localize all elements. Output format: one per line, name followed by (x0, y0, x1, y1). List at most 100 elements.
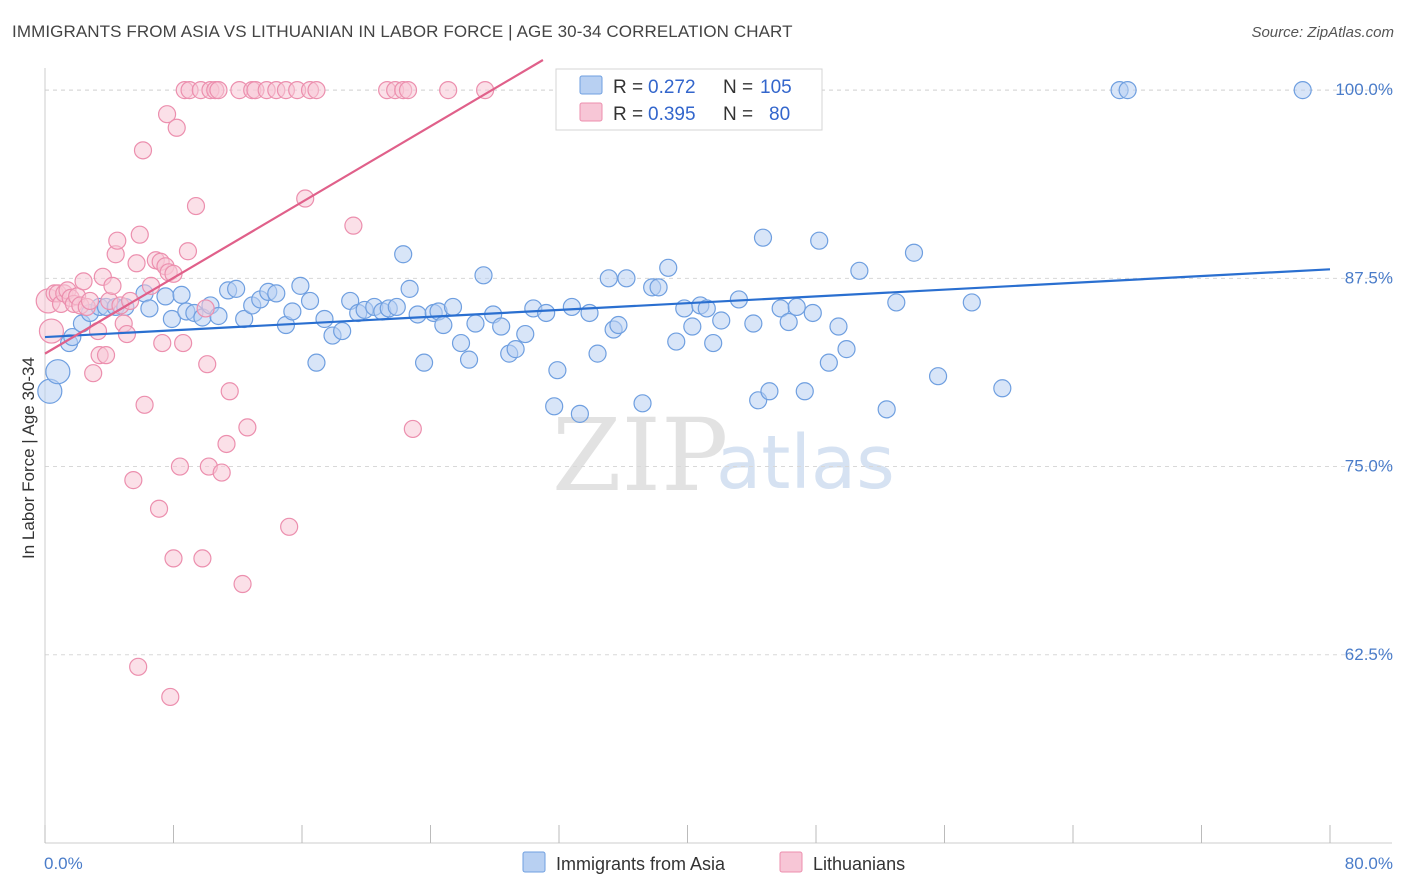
point-lithuanians (103, 276, 122, 295)
point-immigrants-from-asia (548, 361, 567, 380)
point-immigrants-from-asia (683, 317, 702, 336)
point-immigrants-from-asia (570, 404, 589, 423)
point-immigrants-from-asia (434, 315, 453, 335)
point-immigrants-from-asia (850, 261, 869, 280)
point-immigrants-from-asia (45, 359, 71, 385)
point-lithuanians (38, 318, 65, 344)
point-lithuanians (164, 549, 183, 568)
point-lithuanians (212, 463, 231, 482)
point-immigrants-from-asia (387, 297, 406, 317)
point-immigrants-from-asia (803, 303, 822, 323)
trend-line-immigrants-from-asia (44, 268, 1331, 339)
point-lithuanians (403, 419, 422, 439)
series-lithuanians (35, 81, 495, 707)
legend-n-value: 80 (769, 104, 790, 125)
point-lithuanians (127, 254, 146, 273)
point-lithuanians (220, 382, 239, 401)
point-immigrants-from-asia (617, 269, 636, 288)
point-immigrants-from-asia (667, 332, 686, 351)
point-immigrants-from-asia (394, 245, 413, 264)
bottom-legend: Immigrants from Asia Lithuanians (522, 851, 905, 874)
point-lithuanians (161, 687, 180, 707)
point-lithuanians (130, 225, 149, 244)
y-tick-labels: 62.5% 75.0% 87.5% 100.0% (1335, 80, 1393, 664)
point-immigrants-from-asia (962, 293, 981, 312)
point-lithuanians (108, 231, 127, 250)
point-lithuanians (84, 364, 103, 383)
point-lithuanians (153, 333, 172, 353)
point-immigrants-from-asia (649, 278, 668, 297)
watermark: ZIP atlas (552, 397, 895, 514)
point-immigrants-from-asia (267, 284, 286, 303)
point-immigrants-from-asia (712, 311, 731, 330)
point-lithuanians (233, 574, 252, 594)
point-immigrants-from-asia (753, 228, 773, 247)
series-immigrants-from-asia (37, 81, 1312, 423)
point-lithuanians (124, 471, 143, 490)
point-lithuanians (198, 355, 217, 374)
point-immigrants-from-asia (810, 231, 829, 250)
point-immigrants-from-asia (537, 303, 556, 323)
point-lithuanians (96, 346, 116, 365)
point-immigrants-from-asia (291, 276, 310, 295)
point-immigrants-from-asia (506, 340, 525, 359)
bottom-legend-swatch-blue (522, 851, 546, 873)
watermark-atlas: atlas (716, 420, 895, 506)
point-immigrants-from-asia (516, 324, 535, 344)
point-lithuanians (280, 517, 299, 536)
point-immigrants-from-asia (459, 350, 479, 369)
point-immigrants-from-asia (545, 397, 564, 416)
point-lithuanians (80, 291, 100, 311)
point-lithuanians (174, 333, 193, 353)
y-tick-label: 75.0% (1345, 457, 1393, 476)
point-immigrants-from-asia (451, 333, 471, 353)
point-immigrants-from-asia (787, 297, 806, 317)
grid-lines (45, 89, 1392, 656)
point-immigrants-from-asia (408, 305, 427, 324)
legend-n-value: 105 (760, 77, 792, 98)
x-tick-label: 80.0% (1345, 854, 1393, 873)
point-immigrants-from-asia (904, 243, 924, 262)
point-immigrants-from-asia (697, 299, 716, 318)
point-lithuanians (129, 657, 148, 676)
point-immigrants-from-asia (877, 400, 896, 419)
legend-r-value: 0.395 (648, 104, 696, 125)
source-credit: Source: ZipAtlas.com (1251, 24, 1394, 41)
point-immigrants-from-asia (588, 344, 607, 363)
point-lithuanians (307, 81, 326, 100)
point-immigrants-from-asia (887, 293, 906, 312)
point-lithuanians (439, 81, 458, 100)
point-immigrants-from-asia (744, 314, 763, 333)
legend-n-label: N = (723, 77, 753, 98)
legend-n-label: N = (723, 104, 753, 125)
y-tick-label: 100.0% (1335, 80, 1393, 99)
bottom-legend-label-lithuanians: Lithuanians (813, 854, 905, 874)
point-lithuanians (209, 81, 228, 100)
point-immigrants-from-asia (414, 353, 434, 372)
point-immigrants-from-asia (659, 258, 678, 277)
legend-r-value: 0.272 (648, 77, 696, 98)
point-immigrants-from-asia (466, 314, 485, 333)
point-lithuanians (398, 81, 418, 100)
point-immigrants-from-asia (704, 333, 723, 353)
point-lithuanians (133, 141, 153, 160)
point-lithuanians (238, 418, 257, 437)
point-immigrants-from-asia (400, 279, 419, 298)
legend-r-label: R = (613, 104, 643, 125)
legend-swatch-pink (579, 102, 603, 122)
point-lithuanians (149, 499, 169, 518)
point-immigrants-from-asia (156, 287, 175, 306)
point-lithuanians (193, 549, 212, 568)
y-axis-label: In Labor Force | Age 30-34 (19, 357, 38, 559)
point-lithuanians (186, 196, 206, 216)
bottom-legend-label-asia: Immigrants from Asia (556, 854, 726, 874)
point-immigrants-from-asia (162, 309, 181, 329)
point-immigrants-from-asia (300, 291, 320, 311)
point-immigrants-from-asia (795, 382, 814, 401)
y-tick-label: 87.5% (1345, 268, 1393, 287)
chart-title: IMMIGRANTS FROM ASIA VS LITHUANIAN IN LA… (12, 22, 793, 41)
point-immigrants-from-asia (633, 394, 652, 413)
point-immigrants-from-asia (1118, 81, 1137, 100)
point-immigrants-from-asia (609, 315, 628, 335)
